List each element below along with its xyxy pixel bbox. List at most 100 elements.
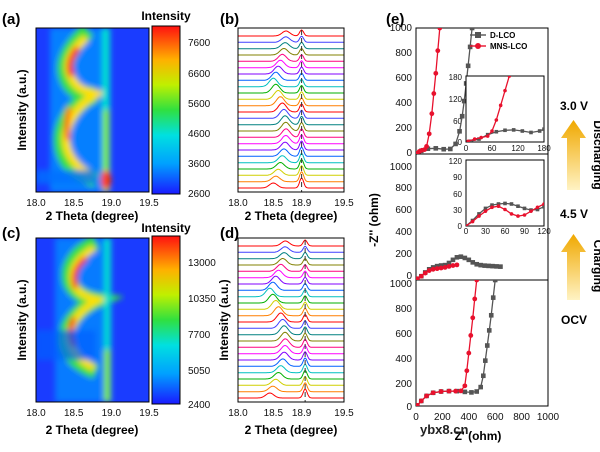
legend-marker-d-lco xyxy=(475,32,481,38)
nyquist-point-mns-lco xyxy=(490,129,494,133)
inset-xtick: 0 xyxy=(464,144,469,153)
xrd-pattern-line xyxy=(238,53,344,62)
nyquist-point-d-lco xyxy=(450,257,456,263)
panel-e-xtick: 200 xyxy=(434,412,451,423)
nyquist-point-mns-lco xyxy=(503,207,507,212)
nyquist-point-d-lco xyxy=(425,146,431,152)
panel-e-ytick: 0 xyxy=(406,271,412,282)
nyquist-point-d-lco xyxy=(461,98,467,104)
nyquist-point-d-lco xyxy=(535,207,540,212)
panel-c-xtick: 19.5 xyxy=(139,408,159,419)
nyquist-point-d-lco xyxy=(481,373,486,379)
nyquist-point-mns-lco xyxy=(535,205,540,210)
panel-e-xtick: 800 xyxy=(513,412,530,423)
panel-c-colorbar-ticks: 13000 10350 7700 5050 2400 xyxy=(188,258,216,411)
panel-c-label: (c) xyxy=(2,225,20,242)
nyquist-point-mns-lco xyxy=(503,88,507,93)
nyquist-point-d-lco xyxy=(537,129,542,133)
nyquist-point-d-lco xyxy=(477,212,481,216)
panel-e-ytick: 200 xyxy=(395,249,412,260)
xrd-pattern-line xyxy=(238,239,344,247)
xrd-pattern-line xyxy=(238,140,344,151)
nyquist-series-group xyxy=(466,201,544,226)
xrd-pattern-line xyxy=(238,263,344,272)
panel-d-xtick: 18.5 xyxy=(264,408,284,419)
panel-e-xtick: 1000 xyxy=(537,412,560,423)
panel-b-xtick: 18.9 xyxy=(292,198,312,209)
nyquist-point-mns-lco xyxy=(426,268,432,273)
panel-e-ytick: 800 xyxy=(395,304,412,315)
nyquist-series-group xyxy=(416,254,503,280)
panel-c-cbtick: 5050 xyxy=(188,366,211,377)
panel-d-xlabel: 2 Theta (degree) xyxy=(245,423,338,437)
panel-a-cbtick: 5600 xyxy=(188,99,211,110)
nyquist-point-mns-lco xyxy=(433,70,439,76)
nyquist-point-mns-lco xyxy=(485,134,490,138)
panel-c-colorbar-title: Intensity xyxy=(141,221,191,235)
watermark: ybx8.cn xyxy=(420,422,468,437)
panel-a-cbtick: 3600 xyxy=(188,159,211,170)
panel-e-ytick: 600 xyxy=(395,73,412,84)
xrd-pattern-line xyxy=(238,306,344,317)
inset-ytick: 90 xyxy=(453,173,462,182)
xrd-pattern-line xyxy=(238,121,344,132)
nyquist-point-d-lco xyxy=(492,280,498,283)
inset-xtick: 120 xyxy=(511,144,525,153)
inset-ytick: 60 xyxy=(453,190,462,199)
nyquist-point-d-lco xyxy=(542,127,544,131)
nyquist-series-group xyxy=(466,76,544,142)
xrd-pattern-line xyxy=(238,102,344,113)
nyquist-series-group xyxy=(416,280,498,406)
nyquist-point-d-lco xyxy=(498,264,503,269)
nyquist-point-d-lco xyxy=(509,202,514,206)
xrd-pattern-line xyxy=(238,115,344,126)
nyquist-point-mns-lco xyxy=(522,213,527,217)
nyquist-point-mns-lco xyxy=(466,224,468,226)
nyquist-point-mns-lco xyxy=(479,135,483,140)
panel-c-ylabel: Intensity (a.u.) xyxy=(15,279,29,360)
panel-c-cbtick: 7700 xyxy=(188,330,211,341)
xrd-pattern-line xyxy=(238,90,344,100)
panel-c-xtick: 18.0 xyxy=(26,408,46,419)
panel-b-label: (b) xyxy=(220,11,239,28)
nyquist-point-d-lco xyxy=(462,255,468,261)
inset-xtick: 30 xyxy=(481,227,490,236)
panel-e-xticks: 0 200 400 600 800 1000 xyxy=(413,412,559,423)
charging-label: Charging xyxy=(591,240,600,293)
xrd-pattern-line xyxy=(238,299,344,310)
panel-e-ytick: 200 xyxy=(395,379,412,390)
nyquist-point-d-lco xyxy=(469,28,475,31)
panel-a-xtick: 19.5 xyxy=(139,198,159,209)
nyquist-point-d-lco xyxy=(516,204,520,208)
nyquist-point-mns-lco xyxy=(466,139,470,142)
panel-a-label: (a) xyxy=(2,11,20,28)
nyquist-point-mns-lco xyxy=(466,350,472,356)
panel-a-cbtick: 4600 xyxy=(188,129,211,140)
xrd-pattern-line xyxy=(238,275,344,285)
nyquist-point-mns-lco xyxy=(430,266,436,272)
nyquist-point-d-lco xyxy=(448,146,453,152)
nyquist-point-mns-lco xyxy=(494,118,499,122)
nyquist-point-mns-lco xyxy=(450,263,456,268)
nyquist-point-d-lco xyxy=(511,128,516,132)
xrd-pattern-line xyxy=(238,325,344,336)
inset-xtick: 0 xyxy=(464,227,469,236)
legend-label-d-lco: D-LCO xyxy=(490,31,515,40)
panel-a-cbtick: 2600 xyxy=(188,189,211,200)
inset-ytick: 180 xyxy=(449,73,463,82)
xrd-pattern-line xyxy=(238,152,344,164)
state-label-3v: 3.0 V xyxy=(560,99,588,113)
nyquist-point-mns-lco xyxy=(426,131,432,137)
nyquist-point-d-lco xyxy=(484,343,490,348)
xrd-pattern-line xyxy=(238,83,344,94)
panel-d-stacked-lines xyxy=(238,239,344,399)
nyquist-point-d-lco xyxy=(529,130,533,135)
panel-e-xtick: 400 xyxy=(460,412,477,423)
panel-a-heatmap xyxy=(36,28,149,192)
xrd-pattern-line xyxy=(238,375,344,386)
xrd-pattern-line xyxy=(238,164,344,176)
panel-b-xlabel: 2 Theta (degree) xyxy=(245,209,338,223)
nyquist-point-mns-lco xyxy=(483,209,488,213)
nyquist-point-mns-lco xyxy=(464,368,470,374)
nyquist-point-mns-lco xyxy=(424,393,429,399)
